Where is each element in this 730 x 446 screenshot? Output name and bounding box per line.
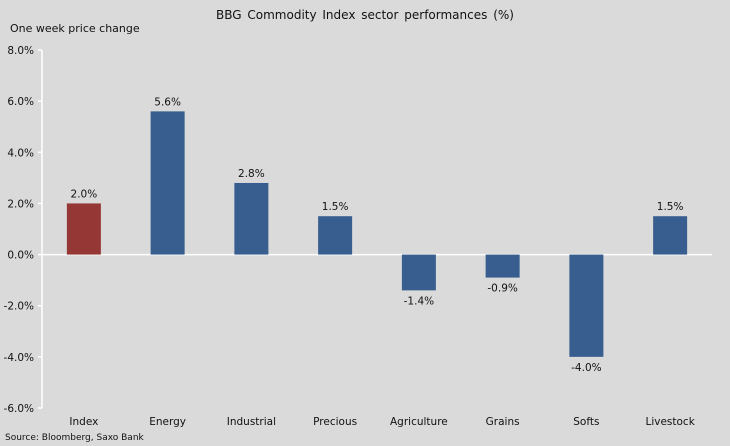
data-label: 2.0% xyxy=(71,188,98,200)
x-tick-label: Softs xyxy=(573,416,599,428)
y-tick-label: -2.0% xyxy=(4,301,34,313)
data-label: 2.8% xyxy=(238,168,265,180)
data-label: 5.6% xyxy=(154,96,181,108)
bar-energy xyxy=(150,111,185,255)
data-label: -4.0% xyxy=(571,362,601,374)
y-axis-label: One week price change xyxy=(10,22,140,35)
y-tick-label: 2.0% xyxy=(7,198,34,210)
x-tick-label: Index xyxy=(69,416,98,428)
x-tick-label: Grains xyxy=(486,416,520,428)
y-tick-label: -4.0% xyxy=(4,352,34,364)
bar-agriculture xyxy=(401,254,436,291)
x-tick-label: Energy xyxy=(149,416,186,428)
bar-industrial xyxy=(234,182,269,255)
data-label: -1.4% xyxy=(404,295,434,307)
source-note: Source: Bloomberg, Saxo Bank xyxy=(5,433,144,443)
x-tick-label: Industrial xyxy=(227,416,276,428)
bar-livestock xyxy=(653,216,688,255)
chart-title: BBG Commodity Index sector performances … xyxy=(216,8,514,22)
y-tick-label: 8.0% xyxy=(7,45,34,57)
bar-index xyxy=(66,203,101,255)
x-tick-label: Agriculture xyxy=(390,416,448,428)
data-label: 1.5% xyxy=(657,201,684,213)
x-tick-label: Precious xyxy=(313,416,357,428)
bar-grains xyxy=(485,254,520,278)
bar-softs xyxy=(569,254,604,357)
y-tick-label: 0.0% xyxy=(7,250,34,262)
x-tick-label: Livestock xyxy=(645,416,695,428)
data-label: 1.5% xyxy=(322,201,349,213)
bar-precious xyxy=(318,216,353,255)
y-tick-label: 4.0% xyxy=(7,147,34,159)
y-tick-label: 6.0% xyxy=(7,96,34,108)
y-tick-label: -6.0% xyxy=(4,403,34,415)
data-label: -0.9% xyxy=(487,283,517,295)
